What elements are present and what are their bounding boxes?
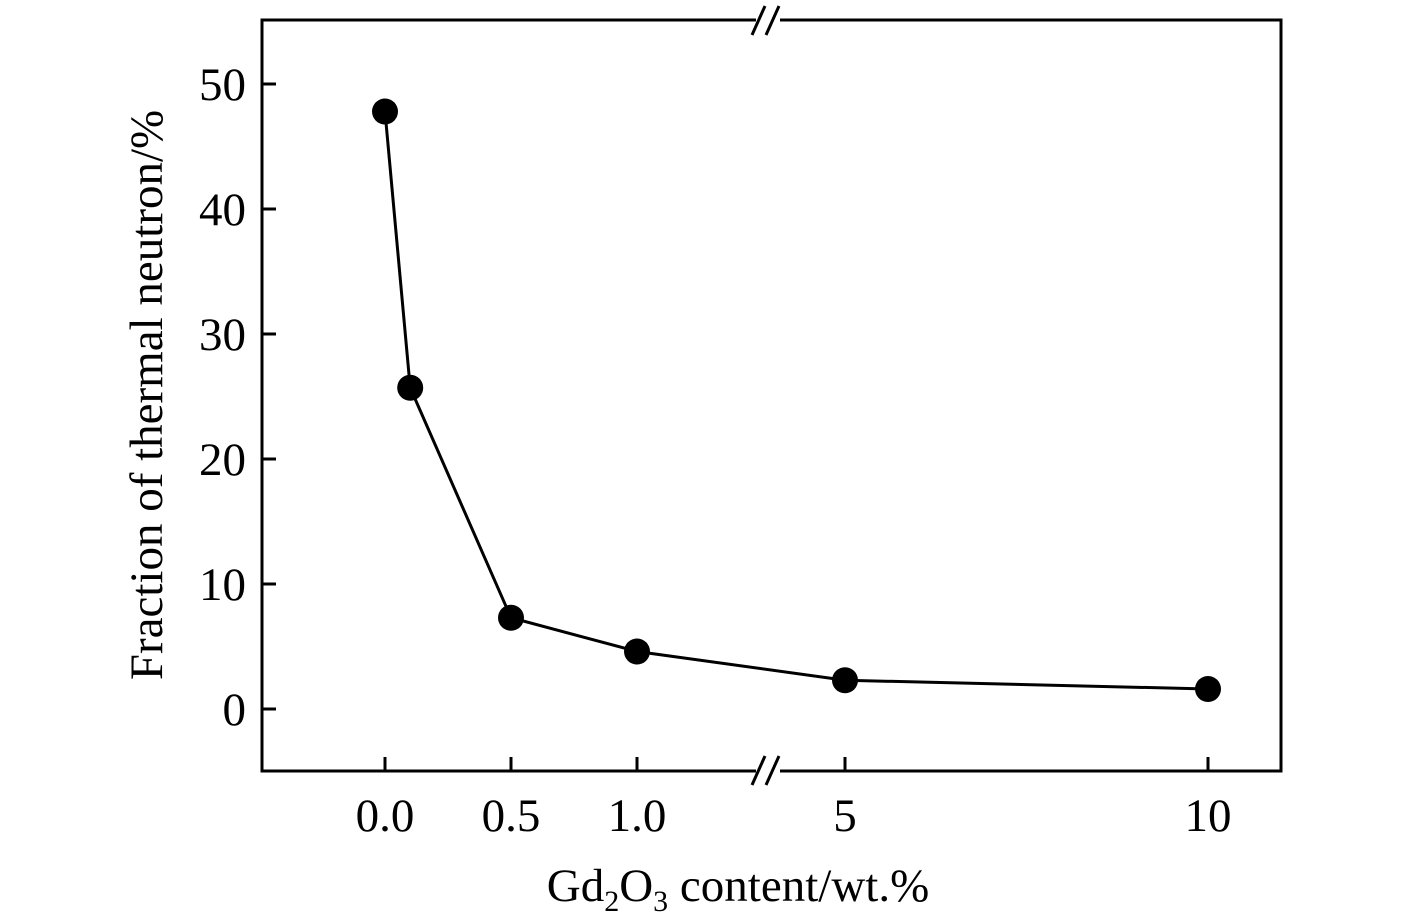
y-tick-label: 0 xyxy=(223,684,247,736)
x-axis-label-sub2: 3 xyxy=(653,885,668,916)
data-point xyxy=(397,374,424,401)
x-tick-label: 10 xyxy=(1185,790,1232,842)
y-tick-label: 30 xyxy=(199,309,246,361)
axis-break-top xyxy=(750,5,781,36)
x-axis-label-prefix: Gd xyxy=(547,860,604,912)
y-tick-label: 20 xyxy=(199,434,246,486)
x-axis-label-suffix: content/wt.% xyxy=(668,860,929,912)
y-tick-label: 40 xyxy=(199,184,246,236)
data-series xyxy=(372,98,1221,702)
x-axis-label-mid: O xyxy=(619,860,653,912)
y-axis-label: Fraction of thermal neutron/% xyxy=(121,110,173,680)
x-axis-ticks: 0.0 0.5 1.0 5 10 xyxy=(356,757,1232,842)
x-tick-label: 0.0 xyxy=(356,790,415,842)
data-point xyxy=(1195,676,1221,702)
data-point xyxy=(372,98,398,125)
axis-break-bottom xyxy=(750,755,781,786)
y-tick-label: 50 xyxy=(199,59,246,111)
data-point xyxy=(624,638,650,665)
x-axis-label-sub1: 2 xyxy=(604,885,619,916)
series-line xyxy=(383,111,1209,691)
x-tick-label: 0.5 xyxy=(482,790,541,842)
y-axis-ticks: 0 10 20 30 40 50 xyxy=(199,59,276,736)
x-tick-label: 1.0 xyxy=(608,790,667,842)
x-axis-label: Gd2O3 content/wt.% xyxy=(547,860,929,916)
data-point xyxy=(832,667,858,694)
x-tick-label: 5 xyxy=(833,790,857,842)
y-tick-label: 10 xyxy=(199,559,246,611)
data-point xyxy=(498,604,524,631)
